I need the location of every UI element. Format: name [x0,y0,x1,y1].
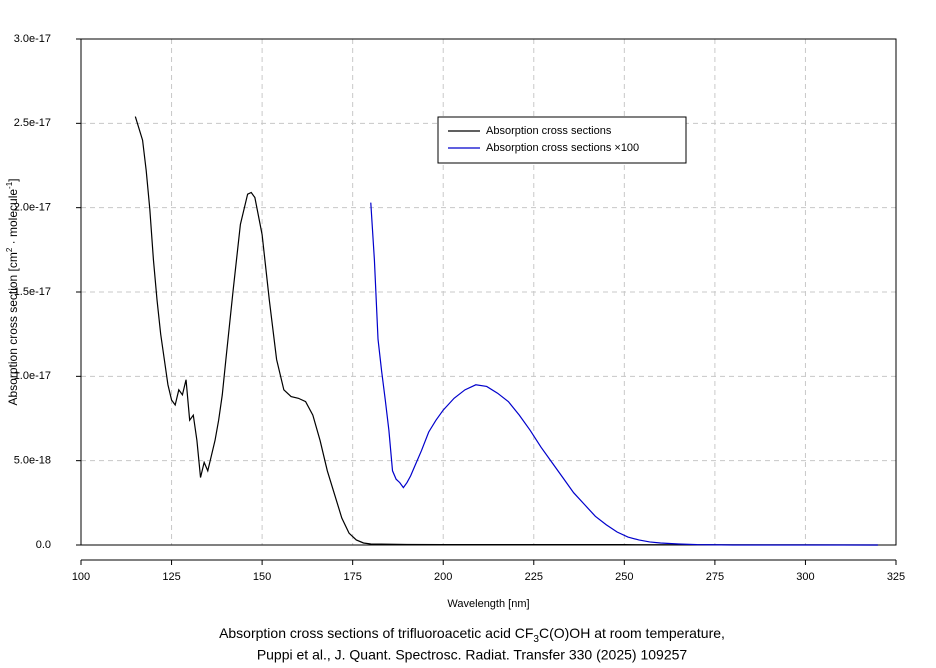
y-axis-label: Absorption cross section [cm2 · molecule… [5,178,21,405]
series-line [370,202,878,546]
y-tick-label: 5.0e-18 [14,455,51,467]
y-axis-label-part: ] [6,178,20,181]
y-tick-label: 1.5e-17 [14,286,51,298]
x-axis-label: Wavelength [nm] [447,598,529,610]
x-tick-label: 125 [162,571,180,583]
x-tick-label: 200 [434,571,452,583]
y-tick-label: 1.0e-17 [14,370,51,382]
x-tick-label: 225 [525,571,543,583]
y-axis-label-part: · molecule [6,189,20,248]
x-tick-label: 275 [706,571,724,583]
y-axis-label-part: 2 [5,247,14,252]
legend-label: Absorption cross sections ×100 [486,142,639,154]
y-tick-label: 2.0e-17 [14,202,51,214]
caption-part: 3 [533,634,539,645]
legend-label: Absorption cross sections [486,125,612,137]
x-tick-label: 100 [72,571,90,583]
y-axis-label-part: -1 [5,181,14,189]
x-tick-label: 250 [615,571,633,583]
series-line [134,116,878,546]
y-tick-label: 3.0e-17 [14,33,51,45]
x-tick-label: 175 [343,571,361,583]
y-tick-label: 0.0 [36,539,51,551]
y-axis-label-part: Absorption cross section [cm [6,252,20,405]
caption: Absorption cross sections of trifluoroac… [219,625,725,645]
x-tick-label: 300 [796,571,814,583]
caption-part: Absorption cross sections of trifluoroac… [219,625,533,641]
x-tick-label: 325 [887,571,905,583]
legend-box [437,116,687,164]
caption: Puppi et al., J. Quant. Spectrosc. Radia… [257,647,688,663]
y-tick-label: 2.5e-17 [14,117,51,129]
caption-part: C(O)OH at room temperature, [539,625,725,641]
x-tick-label: 150 [253,571,271,583]
